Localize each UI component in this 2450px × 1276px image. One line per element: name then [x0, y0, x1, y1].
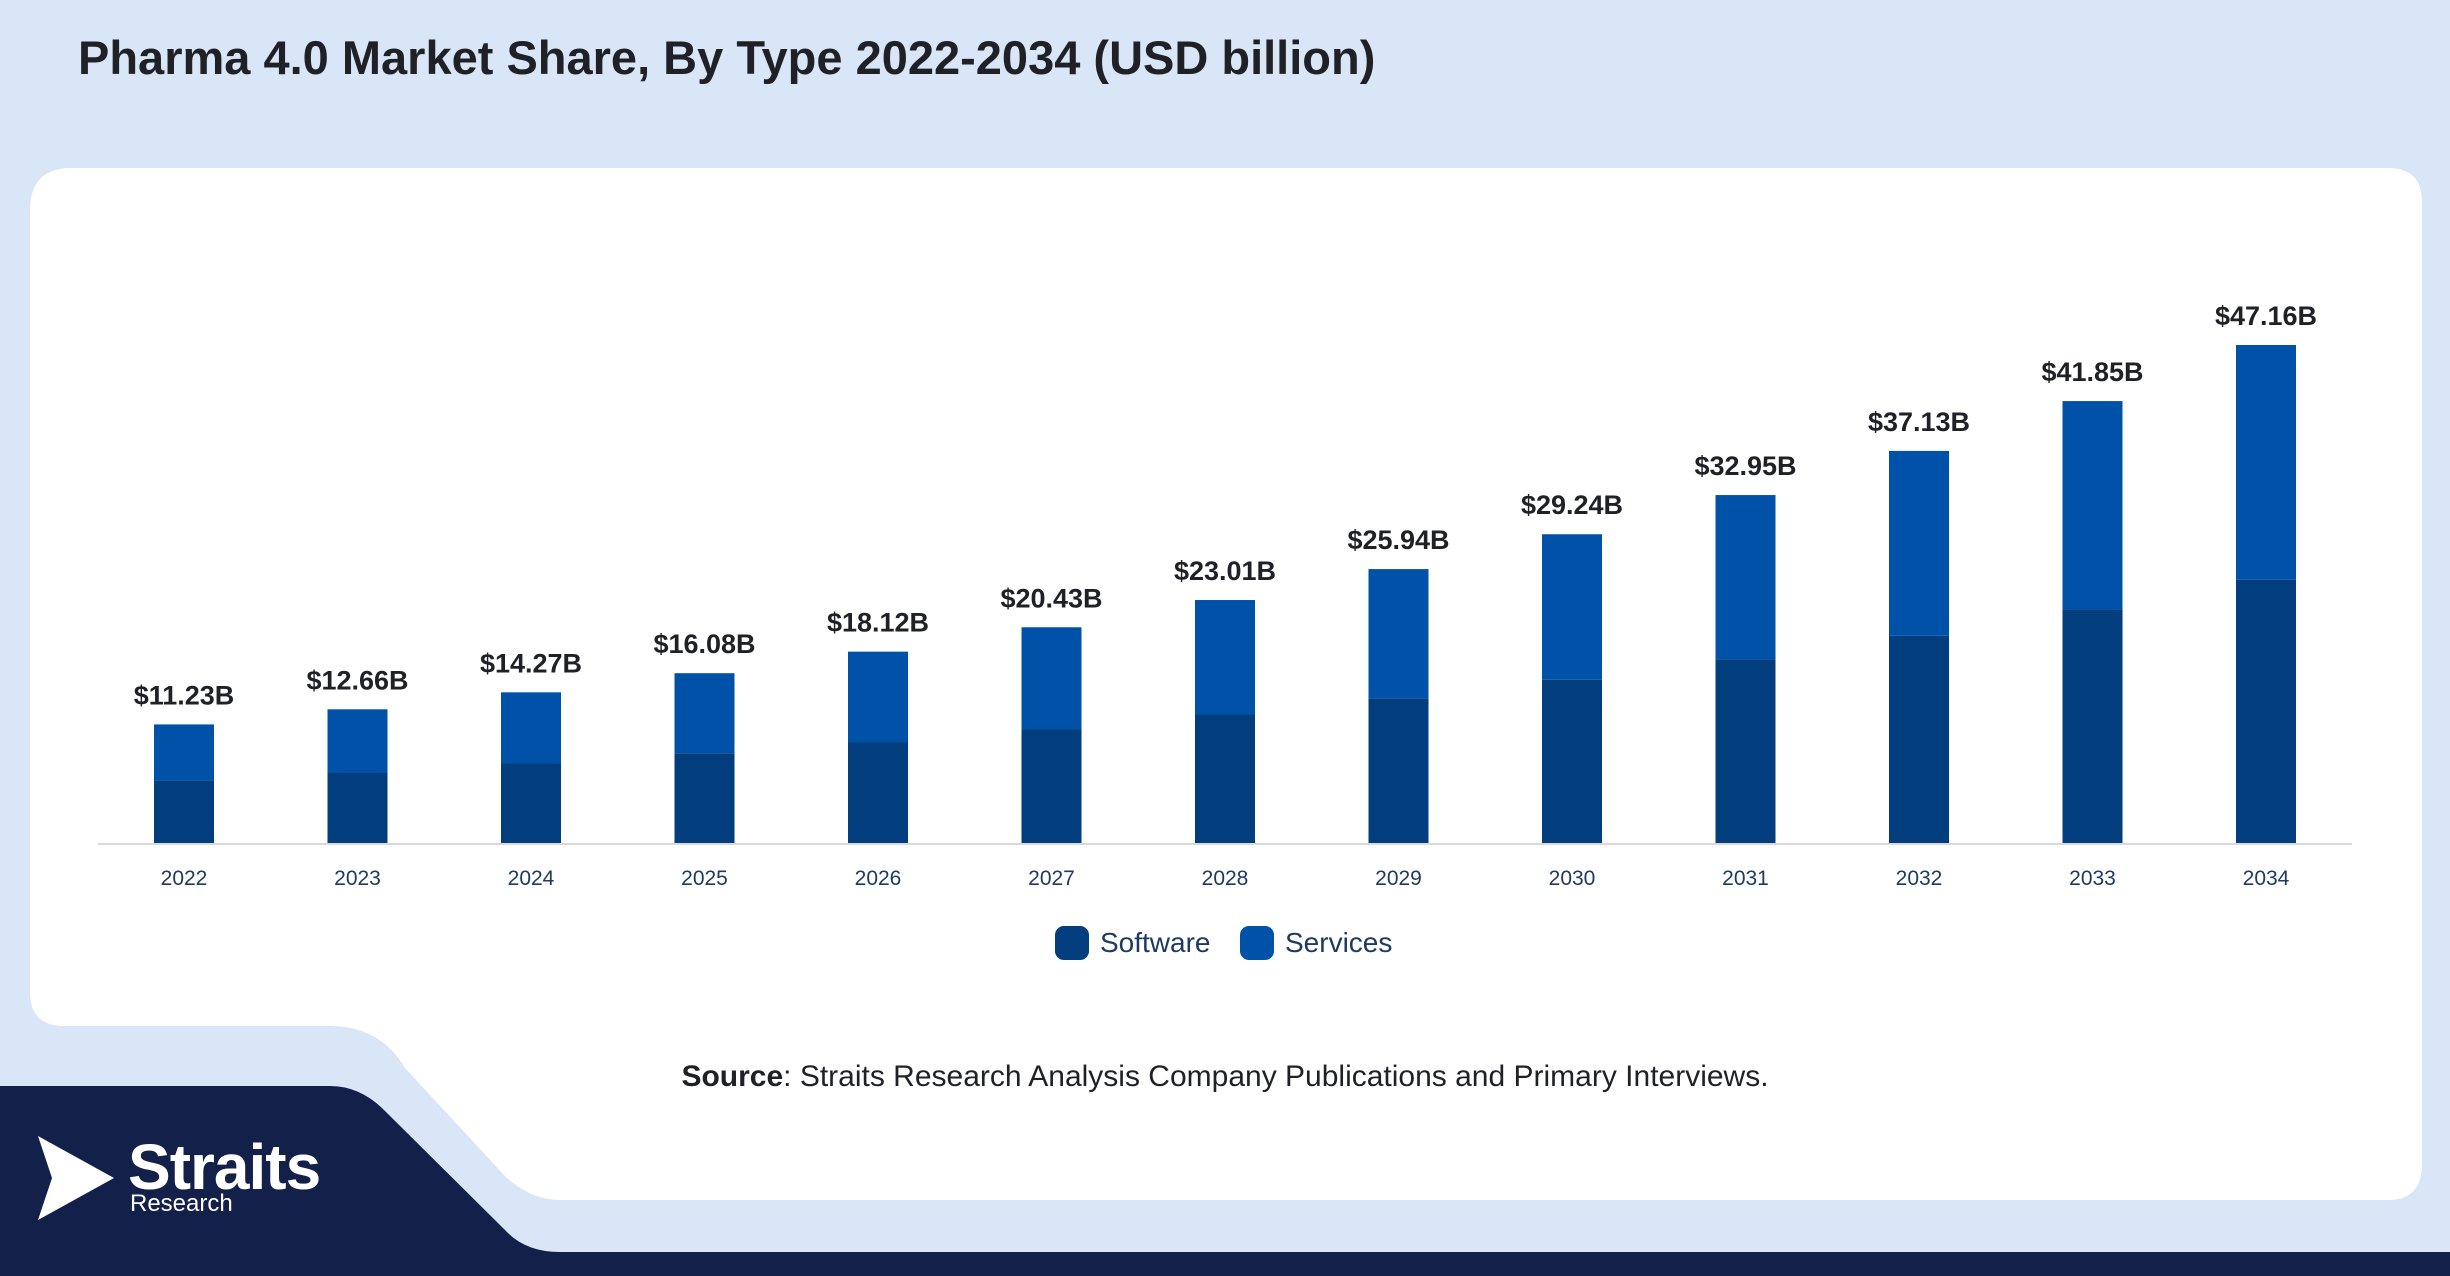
- x-tick-2030: 2030: [1549, 867, 1596, 890]
- source-note: Source: Straits Research Analysis Compan…: [0, 1060, 2450, 1094]
- bar-software-2031: [1715, 659, 1776, 843]
- x-tick-2031: 2031: [1722, 867, 1769, 890]
- x-tick-2026: 2026: [855, 867, 902, 890]
- x-tick-2029: 2029: [1375, 867, 1422, 890]
- bar-software-2034: [2236, 579, 2296, 843]
- bar-software-2028: [1195, 714, 1255, 843]
- source-text: : Straits Research Analysis Company Publ…: [783, 1060, 1769, 1093]
- total-label-2031: $32.95B: [1694, 451, 1796, 481]
- bar-services-2031: [1715, 495, 1776, 660]
- bar-software-2029: [1368, 698, 1429, 843]
- x-tick-2024: 2024: [508, 867, 555, 890]
- x-tick-2028: 2028: [1202, 867, 1249, 890]
- bar-software-2024: [501, 763, 561, 843]
- total-label-2034: $47.16B: [2215, 301, 2317, 331]
- bar-software-2023: [327, 772, 388, 843]
- total-label-2033: $41.85B: [2041, 357, 2143, 387]
- bar-software-2027: [1021, 729, 1082, 843]
- bars-layer: [154, 345, 2296, 843]
- total-label-2024: $14.27B: [480, 648, 582, 678]
- logo-subtitle: Research: [130, 1190, 233, 1217]
- legend-label-software: Software: [1100, 927, 1211, 958]
- total-label-2027: $20.43B: [1000, 583, 1102, 613]
- logo-name: Straits: [128, 1131, 321, 1203]
- bar-software-2022: [154, 780, 214, 843]
- x-tick-2027: 2027: [1028, 867, 1075, 890]
- total-label-2025: $16.08B: [653, 629, 755, 659]
- x-tick-2025: 2025: [681, 867, 728, 890]
- total-label-2022: $11.23B: [134, 680, 235, 710]
- straits-research-logo: Straits Research: [36, 1128, 356, 1228]
- total-label-2029: $25.94B: [1347, 525, 1449, 555]
- x-tick-2032: 2032: [1896, 867, 1943, 890]
- total-label-2030: $29.24B: [1521, 490, 1623, 520]
- bar-software-2026: [848, 742, 908, 843]
- x-tick-2022: 2022: [161, 867, 208, 890]
- chart-legend: Software Services: [1055, 926, 1392, 960]
- x-tick-2034: 2034: [2243, 867, 2290, 890]
- bar-services-2026: [848, 651, 908, 743]
- bar-software-2032: [1889, 635, 1949, 843]
- legend-label-services: Services: [1285, 927, 1392, 958]
- x-tick-2033: 2033: [2069, 867, 2116, 890]
- bar-services-2033: [2062, 401, 2123, 610]
- total-label-2028: $23.01B: [1174, 556, 1276, 586]
- bar-software-2025: [674, 753, 735, 843]
- logo-arrow-icon: [38, 1136, 114, 1220]
- page-title: Pharma 4.0 Market Share, By Type 2022-20…: [78, 31, 1376, 84]
- logo-band: [0, 1086, 2450, 1276]
- bar-services-2024: [501, 692, 561, 764]
- legend-swatch-services: [1240, 926, 1274, 960]
- bar-services-2027: [1021, 627, 1082, 730]
- bar-services-2023: [327, 709, 388, 773]
- bar-services-2028: [1195, 600, 1255, 715]
- bar-services-2032: [1889, 450, 1949, 636]
- total-label-2023: $12.66B: [306, 665, 408, 695]
- bar-services-2022: [154, 724, 214, 781]
- total-label-2026: $18.12B: [827, 608, 929, 638]
- legend-swatch-software: [1055, 926, 1089, 960]
- bar-services-2029: [1368, 569, 1429, 699]
- labels-layer: $11.23B 2022 $12.66B 2023 $14.27B 2024 $16.08B…: [134, 301, 2317, 890]
- bar-software-2030: [1542, 679, 1602, 843]
- bar-software-2033: [2062, 609, 2123, 843]
- bar-services-2025: [674, 673, 735, 754]
- x-tick-2023: 2023: [334, 867, 381, 890]
- total-label-2032: $37.13B: [1868, 407, 1970, 437]
- bar-services-2030: [1542, 534, 1602, 680]
- bar-services-2034: [2236, 345, 2296, 580]
- source-label: Source: [681, 1060, 784, 1093]
